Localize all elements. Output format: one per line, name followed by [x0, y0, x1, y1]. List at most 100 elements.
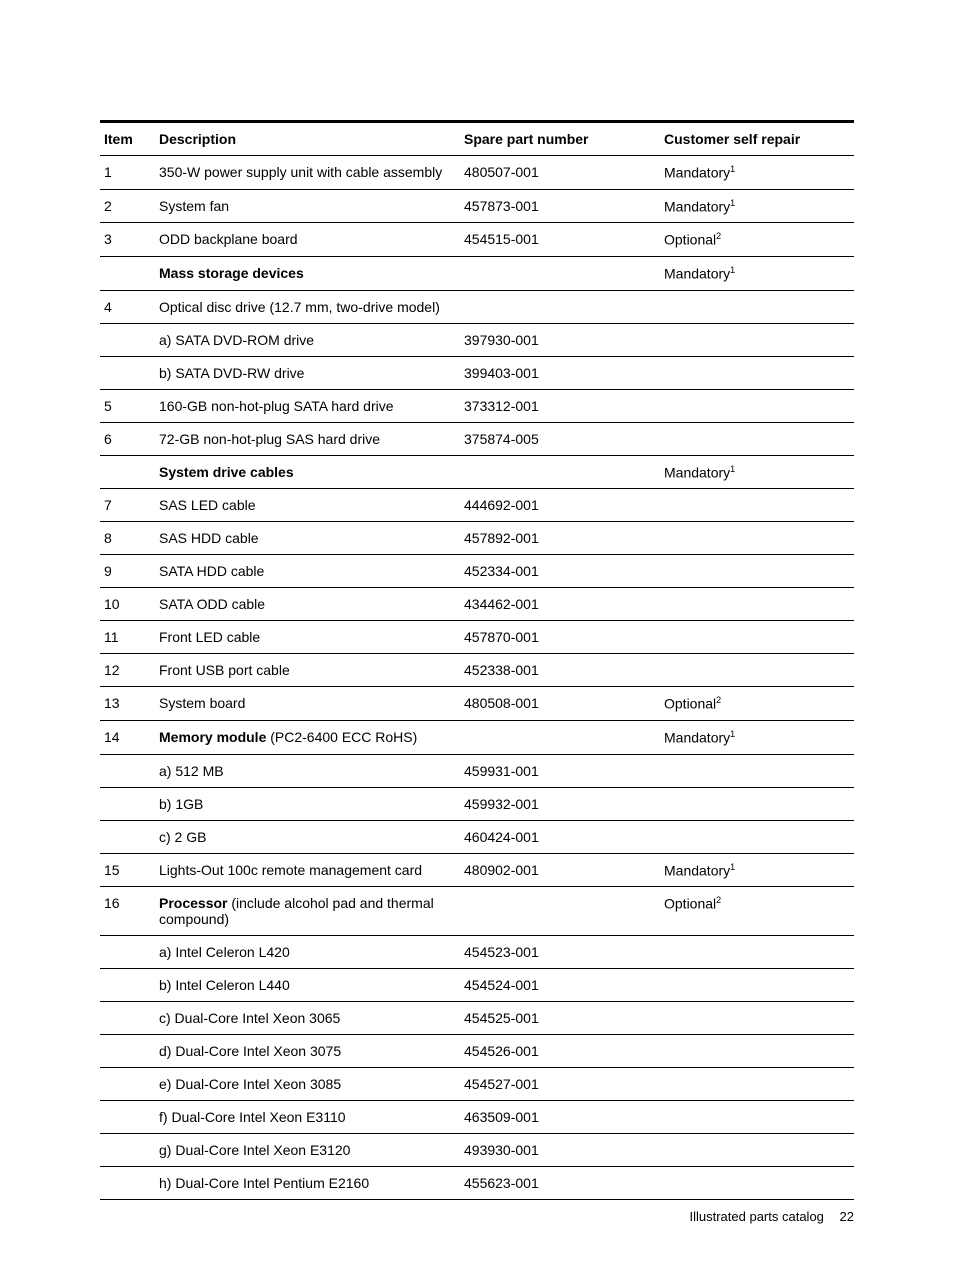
cell-csr: [660, 820, 854, 853]
cell-item: [100, 323, 155, 356]
cell-csr: [660, 936, 854, 969]
header-item: Item: [100, 122, 155, 156]
cell-description: SATA HDD cable: [155, 555, 460, 588]
cell-item: 9: [100, 555, 155, 588]
description-rest: (PC2-6400 ECC RoHS): [266, 729, 417, 745]
table-row: 4Optical disc drive (12.7 mm, two-drive …: [100, 290, 854, 323]
table-row: c) Dual-Core Intel Xeon 3065454525-001: [100, 1002, 854, 1035]
cell-description: h) Dual-Core Intel Pentium E2160: [155, 1167, 460, 1200]
cell-csr: [660, 621, 854, 654]
cell-csr: Mandatory1: [660, 853, 854, 887]
header-description: Description: [155, 122, 460, 156]
cell-spare: 463509-001: [460, 1101, 660, 1134]
cell-item: [100, 820, 155, 853]
csr-superscript: 2: [716, 695, 721, 705]
cell-csr: [660, 654, 854, 687]
cell-spare: 480508-001: [460, 687, 660, 721]
cell-description: System drive cables: [155, 455, 460, 489]
cell-csr: [660, 1002, 854, 1035]
cell-description: SATA ODD cable: [155, 588, 460, 621]
cell-description: c) Dual-Core Intel Xeon 3065: [155, 1002, 460, 1035]
cell-csr: Mandatory1: [660, 189, 854, 223]
cell-item: [100, 1035, 155, 1068]
cell-description: b) Intel Celeron L440: [155, 969, 460, 1002]
cell-item: [100, 256, 155, 290]
header-csr: Customer self repair: [660, 122, 854, 156]
cell-description: b) SATA DVD-RW drive: [155, 356, 460, 389]
cell-description: a) SATA DVD-ROM drive: [155, 323, 460, 356]
table-row: a) SATA DVD-ROM drive397930-001: [100, 323, 854, 356]
parts-table: Item Description Spare part number Custo…: [100, 120, 854, 1200]
table-row: b) SATA DVD-RW drive399403-001: [100, 356, 854, 389]
cell-item: [100, 1167, 155, 1200]
footer-page-number: 22: [840, 1209, 854, 1224]
table-row: 10SATA ODD cable434462-001: [100, 588, 854, 621]
cell-item: 16: [100, 887, 155, 936]
table-row: h) Dual-Core Intel Pentium E2160455623-0…: [100, 1167, 854, 1200]
cell-description: a) 512 MB: [155, 754, 460, 787]
cell-csr: Mandatory1: [660, 455, 854, 489]
cell-description: f) Dual-Core Intel Xeon E3110: [155, 1101, 460, 1134]
csr-text: Optional: [664, 896, 716, 912]
page-footer: Illustrated parts catalog 22: [690, 1209, 855, 1224]
table-row: 2System fan457873-001Mandatory1: [100, 189, 854, 223]
table-row: f) Dual-Core Intel Xeon E3110463509-001: [100, 1101, 854, 1134]
cell-spare: 454524-001: [460, 969, 660, 1002]
cell-item: [100, 969, 155, 1002]
cell-description: SAS HDD cable: [155, 522, 460, 555]
description-bold: Mass storage devices: [159, 265, 304, 281]
cell-spare: 457870-001: [460, 621, 660, 654]
cell-csr: [660, 389, 854, 422]
cell-csr: [660, 489, 854, 522]
table-row: a) 512 MB459931-001: [100, 754, 854, 787]
table-row: g) Dual-Core Intel Xeon E3120493930-001: [100, 1134, 854, 1167]
cell-item: 14: [100, 720, 155, 754]
table-row: 14Memory module (PC2-6400 ECC RoHS) Manda…: [100, 720, 854, 754]
cell-description: Memory module (PC2-6400 ECC RoHS): [155, 720, 460, 754]
cell-description: Front LED cable: [155, 621, 460, 654]
table-row: System drive cables Mandatory1: [100, 455, 854, 489]
cell-description: ODD backplane board: [155, 223, 460, 257]
csr-text: Mandatory: [664, 464, 730, 480]
table-row: d) Dual-Core Intel Xeon 3075454526-001: [100, 1035, 854, 1068]
cell-description: Lights-Out 100c remote management card: [155, 853, 460, 887]
cell-csr: [660, 356, 854, 389]
cell-spare: 454525-001: [460, 1002, 660, 1035]
cell-item: [100, 1068, 155, 1101]
cell-item: 3: [100, 223, 155, 257]
csr-superscript: 2: [716, 231, 721, 241]
cell-csr: [660, 323, 854, 356]
cell-item: [100, 936, 155, 969]
cell-item: 15: [100, 853, 155, 887]
cell-item: 4: [100, 290, 155, 323]
cell-item: 11: [100, 621, 155, 654]
cell-spare: [460, 720, 660, 754]
cell-csr: Mandatory1: [660, 720, 854, 754]
cell-csr: Optional2: [660, 887, 854, 936]
cell-description: e) Dual-Core Intel Xeon 3085: [155, 1068, 460, 1101]
cell-spare: 452334-001: [460, 555, 660, 588]
description-bold: Memory module: [159, 729, 266, 745]
table-row: 11Front LED cable457870-001: [100, 621, 854, 654]
cell-csr: [660, 1035, 854, 1068]
cell-spare: 373312-001: [460, 389, 660, 422]
cell-item: [100, 1002, 155, 1035]
cell-csr: Mandatory1: [660, 156, 854, 190]
table-row: 7SAS LED cable444692-001: [100, 489, 854, 522]
csr-text: Mandatory: [664, 198, 730, 214]
cell-spare: 444692-001: [460, 489, 660, 522]
cell-spare: [460, 256, 660, 290]
table-row: 5160-GB non-hot-plug SATA hard drive3733…: [100, 389, 854, 422]
cell-description: c) 2 GB: [155, 820, 460, 853]
cell-spare: [460, 887, 660, 936]
csr-text: Mandatory: [664, 730, 730, 746]
table-row: a) Intel Celeron L420454523-001: [100, 936, 854, 969]
cell-spare: 480902-001: [460, 853, 660, 887]
cell-description: b) 1GB: [155, 787, 460, 820]
cell-spare: 375874-005: [460, 422, 660, 455]
cell-item: [100, 455, 155, 489]
cell-item: [100, 356, 155, 389]
cell-spare: 454526-001: [460, 1035, 660, 1068]
cell-item: 10: [100, 588, 155, 621]
table-row: 1350-W power supply unit with cable asse…: [100, 156, 854, 190]
